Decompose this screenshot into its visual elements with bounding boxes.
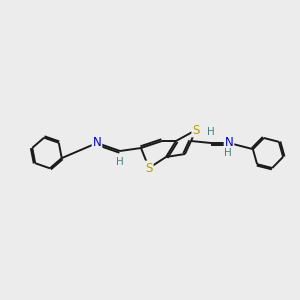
Text: S: S: [145, 161, 153, 175]
Text: H: H: [224, 148, 231, 158]
Text: H: H: [116, 158, 124, 167]
Text: N: N: [225, 136, 233, 149]
Text: N: N: [93, 136, 101, 149]
Text: H: H: [207, 127, 215, 136]
Text: S: S: [192, 124, 200, 136]
